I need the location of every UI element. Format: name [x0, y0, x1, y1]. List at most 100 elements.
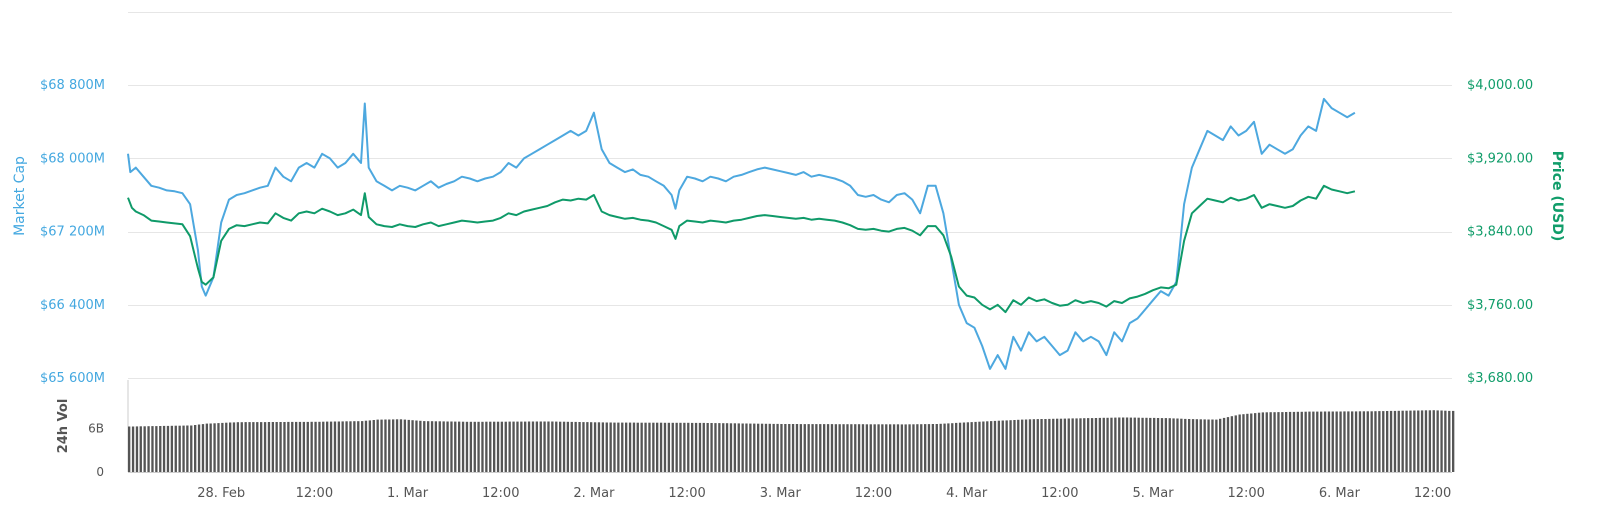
- volume-bar: [1335, 411, 1338, 472]
- volume-bar: [1188, 419, 1191, 472]
- volume-bar: [1021, 419, 1024, 472]
- volume-bar: [1087, 418, 1090, 472]
- volume-bar: [900, 424, 904, 472]
- market-cap-line: [127, 97, 1356, 370]
- volume-bar: [1001, 420, 1004, 472]
- left-tick-label: $68 000M: [40, 151, 105, 166]
- volume-bars: [127, 380, 1455, 473]
- volume-bar: [131, 426, 135, 472]
- x-tick-label: 12:00: [482, 486, 519, 501]
- volume-bar: [205, 423, 209, 472]
- x-tick-label: 28. Feb: [197, 486, 245, 501]
- volume-bar: [392, 419, 395, 472]
- volume-bar: [869, 424, 872, 472]
- volume-bar: [1145, 417, 1148, 472]
- x-tick-label: 5. Mar: [1132, 486, 1174, 501]
- volume-bar: [1222, 417, 1226, 472]
- x-tick-label: 1. Mar: [387, 486, 429, 501]
- volume-bar: [1386, 411, 1389, 472]
- volume-bar: [1048, 418, 1051, 472]
- volume-bar: [625, 422, 628, 472]
- volume-bar: [586, 422, 589, 472]
- volume-bar: [667, 422, 671, 472]
- volume-bar: [1370, 411, 1373, 472]
- volume-bar: [438, 421, 441, 472]
- x-tick-label: 6. Mar: [1319, 486, 1361, 501]
- x-tick-label: 12:00: [1414, 486, 1451, 501]
- volume-bar: [788, 424, 791, 472]
- volume-bar: [322, 421, 325, 472]
- volume-bar: [527, 421, 531, 472]
- volume-bar: [1358, 411, 1362, 472]
- volume-bar: [1304, 411, 1307, 472]
- volume-bar: [1292, 411, 1296, 472]
- volume-bar: [1219, 418, 1222, 472]
- volume-bar: [306, 421, 309, 472]
- volume-bar: [1436, 410, 1439, 472]
- volume-bar: [1063, 418, 1067, 472]
- volume-bar: [990, 421, 993, 472]
- volume-bar: [1378, 411, 1381, 472]
- volume-bar: [691, 422, 694, 472]
- volume-bar: [143, 426, 146, 472]
- volume-bar: [621, 422, 624, 472]
- volume-bar: [1366, 411, 1369, 472]
- volume-bar: [628, 422, 632, 472]
- volume-bar: [916, 424, 919, 472]
- volume-bar: [271, 422, 275, 472]
- volume-bar: [1052, 418, 1055, 472]
- volume-bar: [1125, 417, 1129, 472]
- volume-bar: [1424, 410, 1428, 472]
- series-lines: [127, 97, 1356, 370]
- volume-bar: [1285, 412, 1288, 472]
- volume-bar: [384, 419, 387, 472]
- volume-bar: [1156, 418, 1160, 472]
- volume-bar: [613, 422, 616, 472]
- volume-bar: [1234, 415, 1237, 472]
- volume-bar: [861, 424, 865, 472]
- volume-bar: [341, 421, 344, 472]
- volume-bar: [201, 424, 205, 472]
- volume-bar: [1405, 410, 1408, 472]
- volume-bar: [799, 424, 803, 472]
- volume-bar: [1409, 410, 1412, 472]
- volume-bar: [1094, 418, 1098, 472]
- volume-bar: [791, 424, 795, 472]
- volume-bar: [675, 422, 678, 472]
- volume-bar: [1316, 411, 1319, 472]
- volume-bar: [504, 421, 507, 472]
- volume-bar: [823, 424, 826, 472]
- volume-bar: [683, 422, 686, 472]
- volume-bar: [578, 422, 581, 472]
- volume-bar: [1153, 417, 1156, 472]
- volume-bar: [1323, 411, 1327, 472]
- volume-bar: [419, 420, 422, 472]
- volume-bar: [1417, 410, 1420, 472]
- volume-bar: [186, 425, 189, 472]
- volume-bar: [908, 424, 911, 472]
- x-tick-label: 12:00: [1227, 486, 1264, 501]
- volume-bar: [267, 422, 271, 472]
- volume-bar: [955, 422, 958, 472]
- volume-bar: [1269, 412, 1272, 472]
- volume-bar: [155, 426, 158, 472]
- volume-bar: [1005, 420, 1008, 472]
- volume-bar: [295, 421, 298, 472]
- x-tick-label: 12:00: [1041, 486, 1078, 501]
- volume-bar: [361, 421, 364, 472]
- volume-bar: [427, 421, 430, 472]
- volume-bar: [1102, 417, 1105, 472]
- volume-bar: [302, 421, 306, 472]
- volume-bar: [1432, 410, 1435, 472]
- volume-bar: [1090, 418, 1094, 472]
- volume-bar: [679, 422, 682, 472]
- volume-bar: [1428, 410, 1432, 473]
- volume-bar: [496, 421, 500, 472]
- volume-bar: [951, 423, 954, 472]
- volume-bar: [481, 421, 484, 472]
- left-tick-label: $67 200M: [40, 225, 105, 240]
- volume-bar: [473, 421, 476, 472]
- volume-bar: [733, 423, 737, 472]
- volume-bar: [1009, 420, 1012, 472]
- volume-bar: [838, 424, 841, 472]
